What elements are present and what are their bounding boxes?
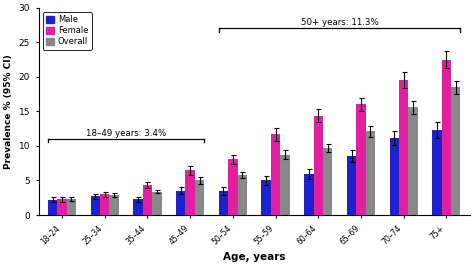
- Bar: [313, 115, 323, 215]
- Bar: [237, 175, 247, 215]
- Text: 50+ years: 11.3%: 50+ years: 11.3%: [301, 18, 378, 27]
- Bar: [280, 155, 290, 215]
- Bar: [143, 185, 152, 215]
- Bar: [451, 87, 460, 215]
- Bar: [271, 134, 280, 215]
- Bar: [185, 170, 195, 215]
- Bar: [176, 191, 185, 215]
- Bar: [356, 105, 365, 215]
- Bar: [195, 181, 204, 215]
- Bar: [432, 130, 442, 215]
- Bar: [100, 194, 109, 215]
- Legend: Male, Female, Overall: Male, Female, Overall: [43, 12, 91, 50]
- Bar: [219, 191, 228, 215]
- Bar: [390, 138, 399, 215]
- Bar: [133, 199, 143, 215]
- Bar: [323, 148, 332, 215]
- Bar: [48, 200, 57, 215]
- Bar: [262, 181, 271, 215]
- Bar: [67, 199, 76, 215]
- Bar: [57, 199, 67, 215]
- Bar: [91, 196, 100, 215]
- Bar: [408, 107, 418, 215]
- Bar: [442, 60, 451, 215]
- Bar: [228, 159, 237, 215]
- Bar: [304, 174, 313, 215]
- X-axis label: Age, years: Age, years: [223, 252, 285, 262]
- Bar: [347, 156, 356, 215]
- Y-axis label: Prevalence % (95% CI): Prevalence % (95% CI): [4, 54, 13, 169]
- Bar: [399, 80, 408, 215]
- Bar: [109, 195, 119, 215]
- Bar: [365, 131, 375, 215]
- Bar: [152, 192, 162, 215]
- Text: 18–49 years: 3.4%: 18–49 years: 3.4%: [86, 129, 166, 138]
